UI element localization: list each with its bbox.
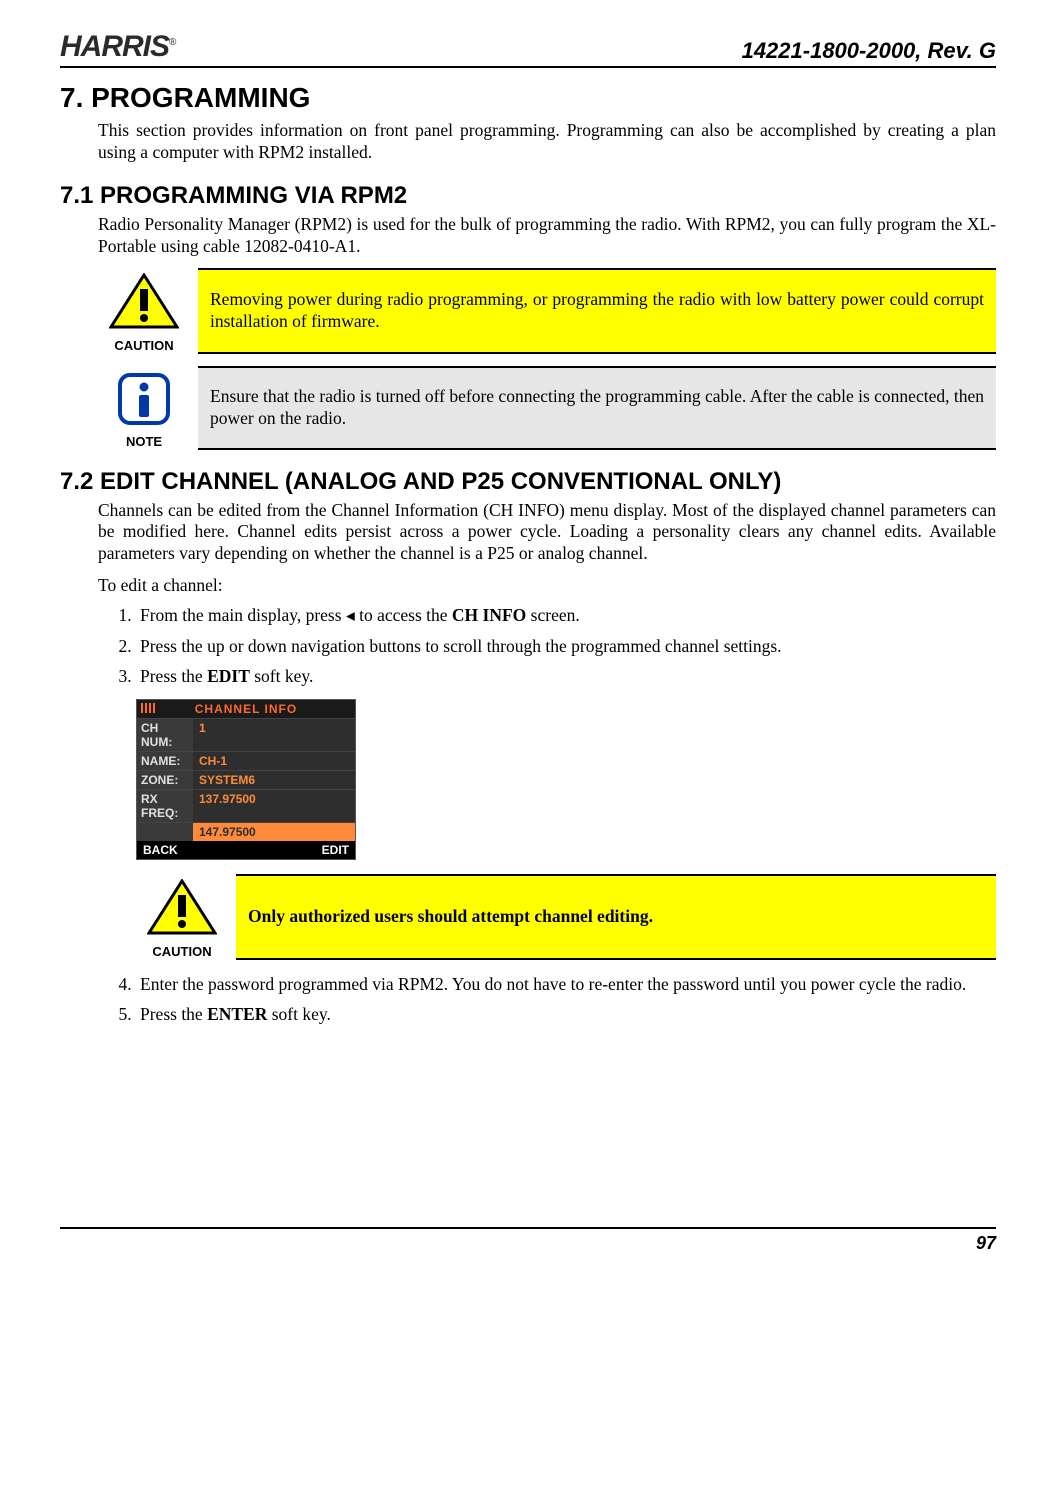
screen-title-text: CHANNEL INFO [195,702,297,716]
note-icon-cell: NOTE [98,367,198,449]
screen-row-zone: ZONE: SYSTEM6 [137,770,355,789]
step5-post: soft key. [267,1004,331,1024]
info-icon [116,371,172,427]
screen-label-rxfreq: RX FREQ: [137,790,193,822]
step-4: Enter the password programmed via RPM2. … [136,972,996,997]
page-number: 97 [976,1233,996,1253]
note-callout: NOTE Ensure that the radio is turned off… [98,366,996,450]
logo: HARRIS® [60,30,175,64]
edit-intro: To edit a channel: [98,575,996,597]
section-7-intro: This section provides information on fro… [98,120,996,164]
channel-info-screen: CHANNEL INFO CH NUM: 1 NAME: CH-1 ZONE: … [136,699,356,860]
screen-label-empty [137,823,193,841]
note-label: NOTE [98,434,190,449]
section-7-1-para: Radio Personality Manager (RPM2) is used… [98,214,996,258]
screen-value-rxfreq: 137.97500 [193,790,355,822]
screen-row-chnum: CH NUM: 1 [137,718,355,751]
screen-value-name: CH-1 [193,752,355,770]
screen-softkey-edit: EDIT [322,843,349,857]
screen-footer: BACK EDIT [137,841,355,859]
logo-registered: ® [169,37,175,48]
step1-post: to access the [355,605,452,625]
page-header: HARRIS® 14221-1800-2000, Rev. G [60,30,996,68]
step-5: Press the ENTER soft key. [136,1002,996,1027]
step1-end: screen. [526,605,579,625]
signal-bars-icon [141,703,155,713]
caution-icon [109,273,179,331]
page-footer: 97 [60,1227,996,1254]
caution-label: CAUTION [98,338,190,353]
caution-label-2: CAUTION [136,944,228,959]
screen-value-chnum: 1 [193,719,355,751]
step-3: Press the EDIT soft key. [136,664,996,689]
section-7-2-heading: 7.2 EDIT CHANNEL (ANALOG AND P25 CONVENT… [60,468,996,496]
step-2: Press the up or down navigation buttons … [136,634,996,659]
screen-value-zone: SYSTEM6 [193,771,355,789]
steps-list: From the main display, press ◂ to access… [136,603,996,689]
screen-value-selected: 147.97500 [193,823,355,841]
screen-row-name: NAME: CH-1 [137,751,355,770]
left-arrow-icon: ◂ [346,605,355,625]
caution-icon-cell: CAUTION [98,269,198,353]
screen-softkey-back: BACK [143,843,178,857]
step-1: From the main display, press ◂ to access… [136,603,996,628]
caution-icon [147,879,217,937]
screen-label-zone: ZONE: [137,771,193,789]
section-7-2-para: Channels can be edited from the Channel … [98,500,996,566]
logo-text: HARRIS [60,30,169,63]
step1-bold: CH INFO [452,605,526,625]
doc-number: 14221-1800-2000, Rev. G [742,38,996,64]
screen-row-selected: 147.97500 [137,822,355,841]
caution-icon-cell-2: CAUTION [136,875,236,959]
step5-pre: Press the [140,1004,207,1024]
steps-list-cont: Enter the password programmed via RPM2. … [136,972,996,1027]
step5-bold: ENTER [207,1004,267,1024]
section-7-1-heading: 7.1 PROGRAMMING VIA RPM2 [60,182,996,210]
screen-title: CHANNEL INFO [137,700,355,718]
caution-callout-1: CAUTION Removing power during radio prog… [98,268,996,354]
caution-text-2: Only authorized users should attempt cha… [236,875,996,959]
screen-label-name: NAME: [137,752,193,770]
note-text: Ensure that the radio is turned off befo… [198,367,996,449]
caution-callout-2: CAUTION Only authorized users should att… [136,874,996,960]
section-7-heading: 7. PROGRAMMING [60,82,996,114]
step3-post: soft key. [250,666,314,686]
screen-label-chnum: CH NUM: [137,719,193,751]
screen-row-rxfreq: RX FREQ: 137.97500 [137,789,355,822]
caution-text-1: Removing power during radio programming,… [198,269,996,353]
step3-bold: EDIT [207,666,250,686]
step1-pre: From the main display, press [140,605,346,625]
step3-pre: Press the [140,666,207,686]
